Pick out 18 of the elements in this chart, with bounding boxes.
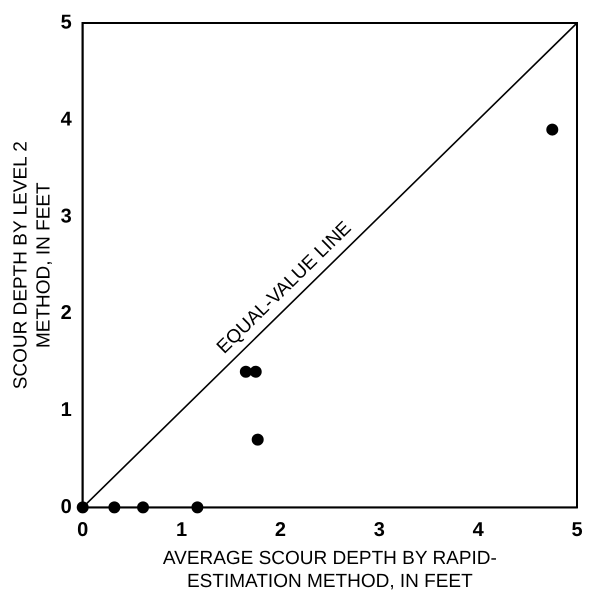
point [252,434,264,446]
x-tick-label: 5 [571,518,583,541]
y-tick-label: 2 [60,302,72,324]
y-tick-label: 5 [60,12,72,34]
y-axis-title: SCOUR DEPTH BY LEVEL 2 METHOD, IN FEET [10,141,54,390]
x-axis-title: AVERAGE SCOUR DEPTH BY RAPID- ESTIMATION METHOD, IN FEET [162,548,497,592]
x-tick-label: 2 [274,518,286,541]
x-tick-label: 3 [374,518,385,541]
point [240,366,252,378]
y-tick-label: 3 [60,205,72,228]
y-tick-label: 1 [60,399,72,422]
y-tick-label: 4 [60,108,73,130]
y-tick-label: 0 [60,496,72,518]
point [250,366,262,378]
point [546,124,558,136]
x-tick-label: 1 [176,518,188,541]
x-tick-label: 0 [77,518,88,541]
x-tick-label: 4 [472,518,485,541]
